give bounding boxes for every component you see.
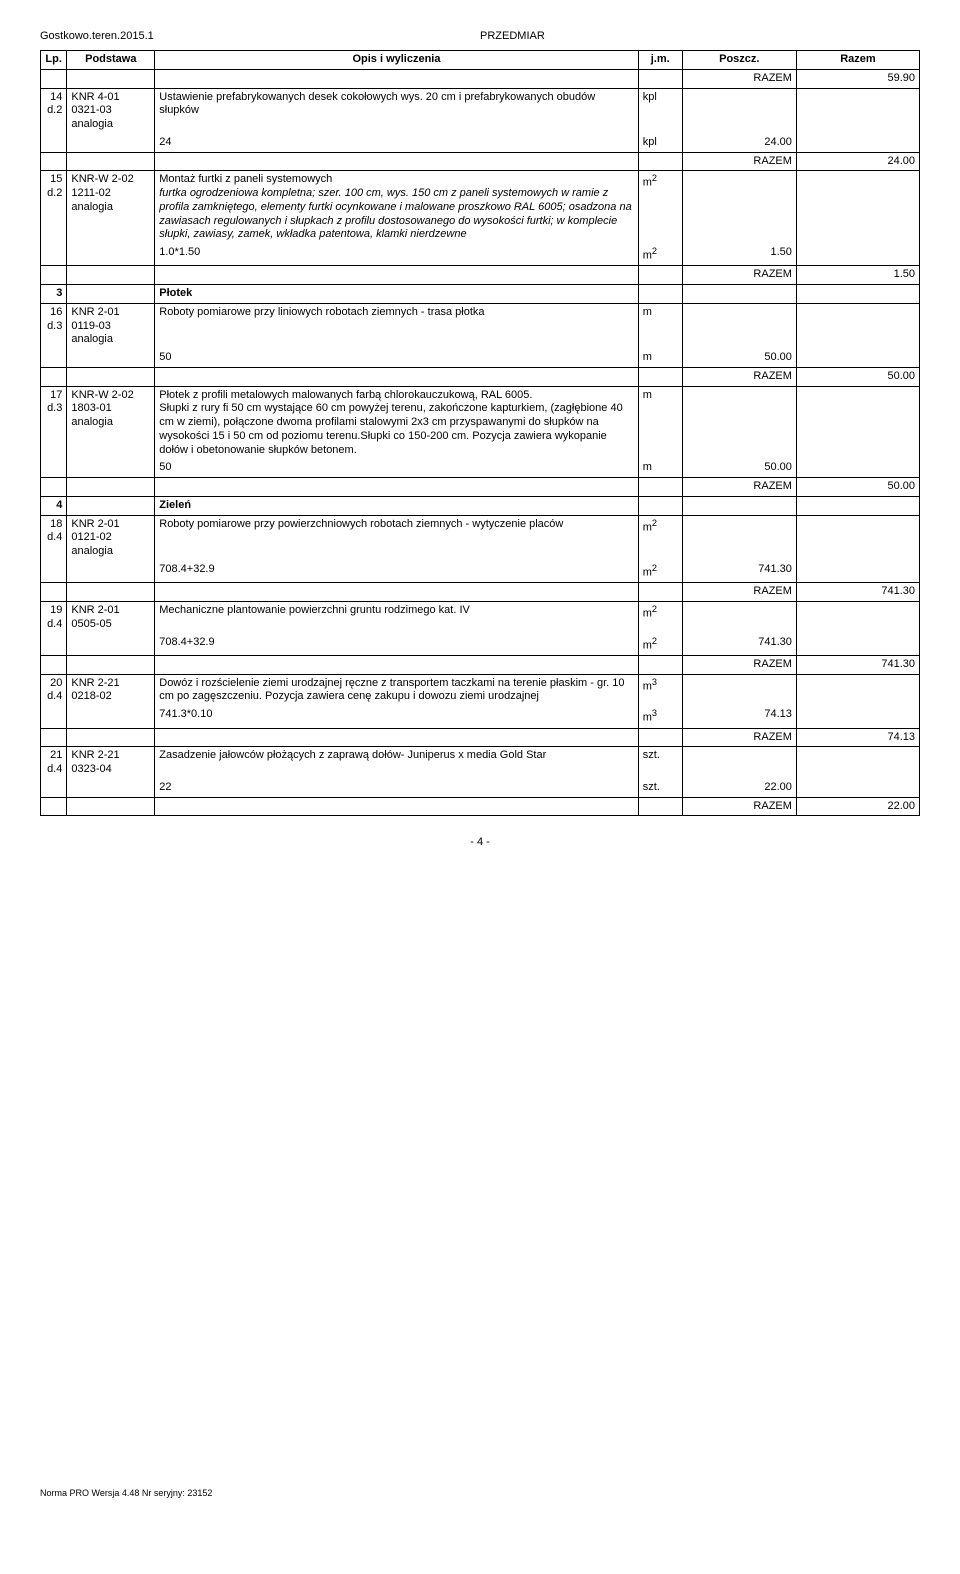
calc-row: 741.3*0.10m374.13 xyxy=(41,706,920,728)
razem-row: RAZEM24.00 xyxy=(41,152,920,171)
razem-row: RAZEM22.00 xyxy=(41,797,920,816)
item-row: 18d.4KNR 2-010121-02analogiaRoboty pomia… xyxy=(41,515,920,561)
item-row: 17d.3KNR-W 2-021803-01analogiaPłotek z p… xyxy=(41,386,920,459)
section-row: 3Płotek xyxy=(41,285,920,304)
razem-row: RAZEM50.00 xyxy=(41,478,920,497)
item-row: 15d.2KNR-W 2-021211-02analogiaMontaż fur… xyxy=(41,171,920,244)
col-razem: Razem xyxy=(796,51,919,70)
calc-row: 22szt.22.00 xyxy=(41,779,920,797)
razem-row: RAZEM1.50 xyxy=(41,266,920,285)
item-row: 19d.4KNR 2-010505-05Mechaniczne plantowa… xyxy=(41,602,920,634)
razem-row: RAZEM74.13 xyxy=(41,728,920,747)
razem-row: RAZEM59.90 xyxy=(41,69,920,88)
calc-row: 50m50.00 xyxy=(41,349,920,367)
col-lp: Lp. xyxy=(41,51,67,70)
calc-row: 1.0*1.50m21.50 xyxy=(41,244,920,266)
razem-row: RAZEM50.00 xyxy=(41,367,920,386)
footer-text: Norma PRO Wersja 4.48 Nr seryjny: 23152 xyxy=(0,1488,960,1498)
col-jm: j.m. xyxy=(638,51,682,70)
razem-row: RAZEM741.30 xyxy=(41,655,920,674)
page-number: - 4 - xyxy=(40,836,920,848)
doc-id: Gostkowo.teren.2015.1 xyxy=(40,30,480,42)
col-poszcz: Poszcz. xyxy=(682,51,796,70)
col-opis: Opis i wyliczenia xyxy=(155,51,638,70)
item-row: 20d.4KNR 2-210218-02Dowóz i rozścielenie… xyxy=(41,674,920,706)
razem-row: RAZEM741.30 xyxy=(41,583,920,602)
section-row: 4Zieleń xyxy=(41,496,920,515)
calc-row: 708.4+32.9m2741.30 xyxy=(41,634,920,656)
item-row: 16d.3KNR 2-010119-03analogiaRoboty pomia… xyxy=(41,303,920,349)
item-row: 14d.2KNR 4-010321-03analogiaUstawienie p… xyxy=(41,88,920,134)
przedmiar-table: Lp. Podstawa Opis i wyliczenia j.m. Posz… xyxy=(40,50,920,816)
calc-row: 50m50.00 xyxy=(41,459,920,477)
doc-title: PRZEDMIAR xyxy=(480,30,920,42)
item-row: 21d.4KNR 2-210323-04Zasadzenie jałowców … xyxy=(41,747,920,779)
calc-row: 24kpl24.00 xyxy=(41,134,920,152)
col-podstawa: Podstawa xyxy=(67,51,155,70)
calc-row: 708.4+32.9m2741.30 xyxy=(41,561,920,583)
